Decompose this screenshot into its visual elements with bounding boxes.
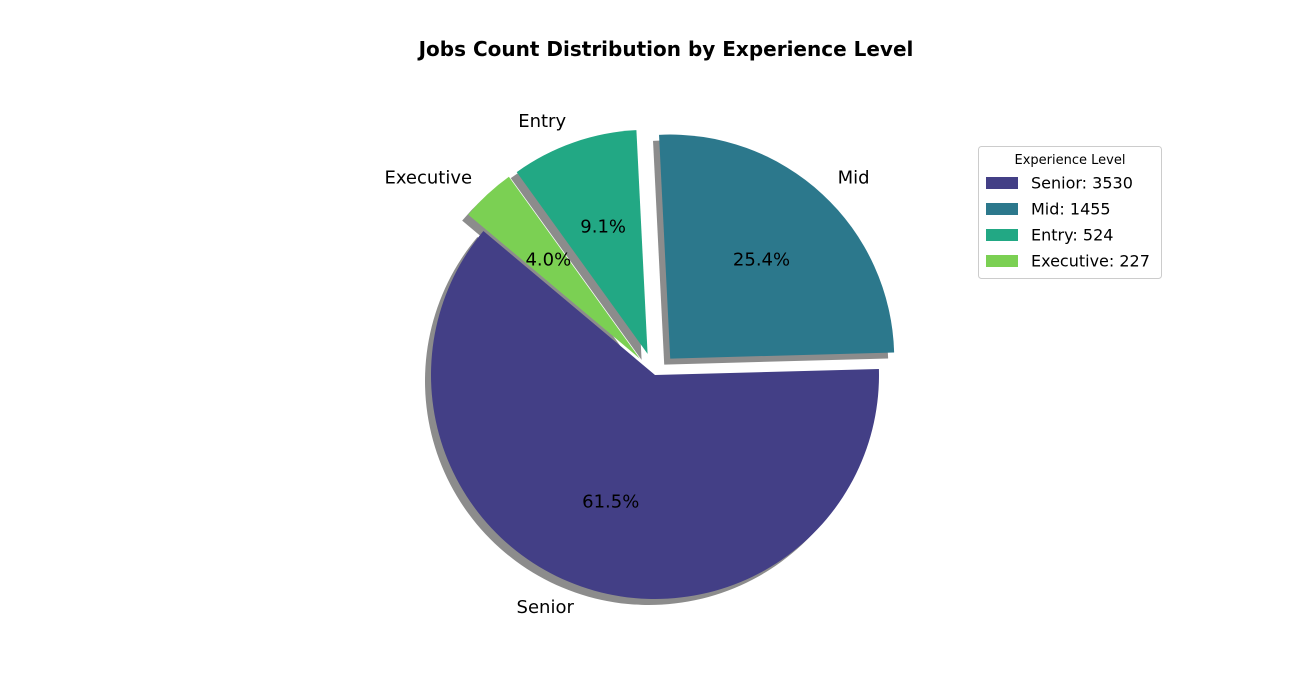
- pie-slices: [431, 130, 895, 600]
- percent-label-mid: 25.4%: [733, 249, 790, 270]
- legend-label-entry: Entry: 524: [1031, 226, 1113, 245]
- percent-label-entry: 9.1%: [580, 217, 626, 238]
- pie-slice-senior: [431, 231, 879, 600]
- legend-label-senior: Senior: 3530: [1031, 174, 1133, 193]
- legend-swatch-executive: [986, 255, 1018, 267]
- legend-title: Experience Level: [1015, 153, 1126, 168]
- legend-items: Senior: 3530 Mid: 1455 Entry: 524 Executive…: [986, 174, 1150, 271]
- legend-swatch-entry: [986, 229, 1018, 241]
- percent-label-senior: 61.5%: [582, 491, 639, 512]
- category-label-entry: Entry: [518, 111, 566, 132]
- pie-slice-executive: [468, 176, 640, 359]
- pie-slice-mid: [659, 134, 895, 359]
- pie-slice-entry: [516, 130, 648, 354]
- category-label-executive: Executive: [384, 168, 472, 189]
- chart-title: Jobs Count Distribution by Experience Le…: [417, 37, 914, 61]
- legend-frame: [978, 146, 1162, 279]
- category-label-mid: Mid: [838, 167, 870, 188]
- legend: Experience Level Senior: 3530 Mid: 1455 En…: [978, 146, 1162, 279]
- legend-label-mid: Mid: 1455: [1031, 200, 1111, 219]
- legend-swatch-mid: [986, 203, 1018, 215]
- category-label-senior: Senior: [517, 597, 575, 618]
- legend-swatch-senior: [986, 177, 1018, 189]
- percent-labels: 61.5% 25.4% 9.1% 4.0%: [525, 217, 790, 513]
- legend-label-executive: Executive: 227: [1031, 252, 1150, 271]
- percent-label-executive: 4.0%: [525, 250, 571, 271]
- category-labels: Senior Mid Entry Executive: [384, 111, 869, 618]
